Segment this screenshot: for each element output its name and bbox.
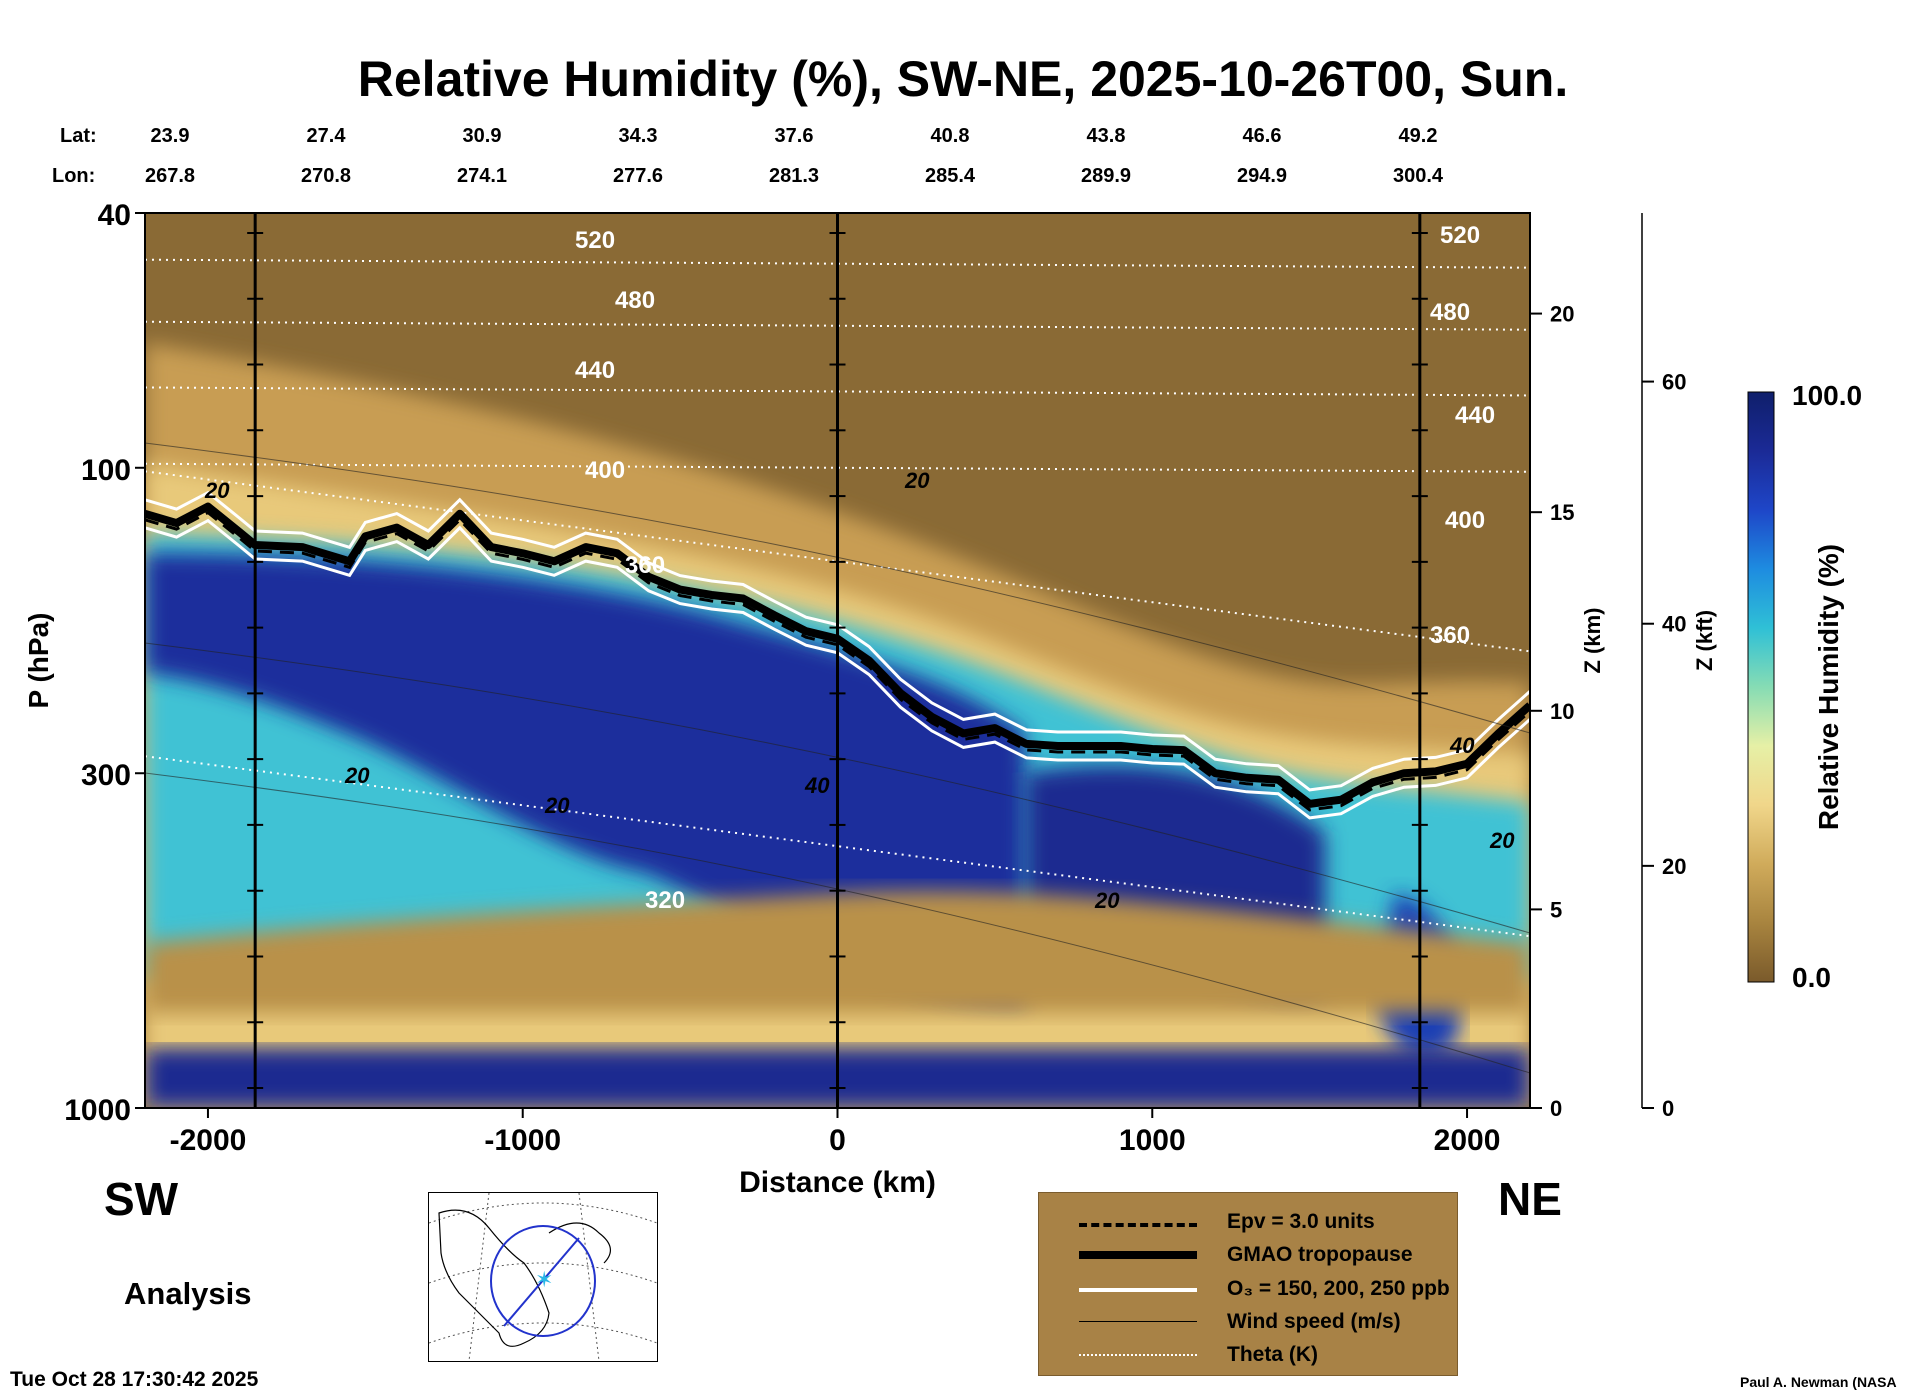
z-km-tick-label: 0: [1550, 1096, 1562, 1121]
legend-ozone-swatch: [1079, 1288, 1197, 1292]
theta-label: 480: [615, 287, 655, 314]
credit-text: Paul A. Newman (NASA: [1740, 1374, 1897, 1390]
lat-value: 23.9: [150, 125, 190, 147]
z-kft-tick-label: 40: [1662, 612, 1686, 637]
analysis-label: Analysis: [124, 1276, 252, 1311]
inset-map-graphic: ✶: [429, 1193, 657, 1361]
theta-label: 520: [575, 227, 615, 254]
legend-epv-label: Epv = 3.0 units: [1227, 1210, 1375, 1233]
theta-label: 400: [1445, 507, 1485, 534]
chart-title: Relative Humidity (%), SW-NE, 2025-10-26…: [357, 51, 1569, 107]
z-kft-axis-label: Z (kft): [1692, 610, 1717, 671]
timestamp: Tue Oct 28 17:30:42 2025: [10, 1368, 259, 1391]
lon-value: 274.1: [456, 165, 508, 187]
colorbar-label: Relative Humidity (%): [1813, 544, 1844, 830]
z-km-axis-label: Z (km): [1580, 608, 1605, 674]
colorbar-min-label: 0.0: [1792, 962, 1831, 993]
y-tick-label: 100: [81, 454, 131, 487]
x-tick-label: -1000: [484, 1124, 561, 1157]
lon-value: 281.3: [768, 165, 820, 187]
lat-value: 49.2: [1398, 125, 1438, 147]
wind-speed-contour: [145, 642, 1530, 934]
colorbar: [1747, 391, 1775, 983]
lat-label: Lat:: [60, 125, 97, 147]
epv-contour: [145, 510, 1530, 812]
legend-wind-label: Wind speed (m/s): [1227, 1310, 1401, 1333]
lat-value: 46.6: [1242, 125, 1282, 147]
legend-tropopause-label: GMAO tropopause: [1227, 1243, 1413, 1266]
colorbar-max-label: 100.0: [1792, 380, 1863, 411]
theta-label: 360: [1430, 622, 1470, 649]
wind-speed-label: 20: [1489, 828, 1515, 853]
lat-value: 30.9: [462, 125, 502, 147]
theta-label: 480: [1430, 299, 1470, 326]
wind-speed-label: 20: [344, 763, 370, 788]
theta-label: 440: [1455, 402, 1495, 429]
y-axis-label: P (hPa): [23, 613, 54, 709]
x-tick-label: 2000: [1434, 1124, 1501, 1157]
inset-map: ✶: [428, 1192, 658, 1362]
wind-speed-label: 20: [904, 468, 930, 493]
x-axis-label: Distance (km): [739, 1166, 936, 1199]
legend-epv-swatch: [1079, 1223, 1197, 1227]
theta-label: 320: [645, 887, 685, 914]
lat-value: 37.6: [774, 125, 814, 147]
legend: Epv = 3.0 units GMAO tropopause O₃ = 150…: [1038, 1192, 1458, 1376]
legend-theta-swatch: [1079, 1354, 1197, 1356]
lon-value: 277.6: [612, 165, 664, 187]
lon-value: 294.9: [1236, 165, 1288, 187]
sw-direction-label: SW: [104, 1173, 179, 1225]
svg-text:✶: ✶: [535, 1268, 553, 1293]
x-tick-label: -2000: [170, 1124, 247, 1157]
wind-speed-label: 40: [1449, 733, 1475, 758]
lon-value: 270.8: [300, 165, 352, 187]
lat-value: 40.8: [930, 125, 970, 147]
z-kft-tick-label: 20: [1662, 854, 1686, 879]
legend-tropopause-swatch: [1079, 1251, 1197, 1259]
wind-speed-label: 20: [204, 478, 230, 503]
lon-value: 289.9: [1080, 165, 1132, 187]
x-tick-label: 1000: [1119, 1124, 1186, 1157]
z-km-tick-label: 20: [1550, 302, 1574, 327]
x-tick-label: 0: [829, 1124, 846, 1157]
theta-label: 360: [625, 552, 665, 579]
legend-wind-swatch: [1079, 1321, 1197, 1322]
z-kft-tick-label: 0: [1662, 1096, 1674, 1121]
z-km-tick-label: 10: [1550, 699, 1574, 724]
y-tick-label: 40: [98, 199, 131, 232]
y-tick-label: 1000: [64, 1094, 131, 1127]
ne-direction-label: NE: [1498, 1173, 1562, 1225]
rh-moist-core-west: [145, 553, 1025, 1003]
lat-value: 27.4: [306, 125, 346, 147]
y-tick-label: 300: [81, 759, 131, 792]
wind-speed-label: 20: [1094, 888, 1120, 913]
lon-value: 300.4: [1392, 165, 1444, 187]
theta-label: 440: [575, 357, 615, 384]
lat-value: 34.3: [618, 125, 658, 147]
z-km-tick-label: 15: [1550, 500, 1574, 525]
wind-speed-label: 20: [544, 793, 570, 818]
wind-speed-contour: [145, 442, 1530, 734]
z-km-tick-label: 5: [1550, 897, 1562, 922]
lat-value: 43.8: [1086, 125, 1126, 147]
theta-label: 400: [585, 457, 625, 484]
theta-label: 520: [1440, 222, 1480, 249]
lon-value: 285.4: [924, 165, 976, 187]
z-kft-tick-label: 60: [1662, 370, 1686, 395]
legend-ozone-label: O₃ = 150, 200, 250 ppb: [1227, 1277, 1450, 1300]
wind-speed-contour: [145, 772, 1530, 1074]
legend-theta-label: Theta (K): [1227, 1343, 1318, 1366]
wind-speed-label: 40: [804, 773, 830, 798]
lon-label: Lon:: [52, 165, 96, 187]
lon-value: 267.8: [144, 165, 196, 187]
